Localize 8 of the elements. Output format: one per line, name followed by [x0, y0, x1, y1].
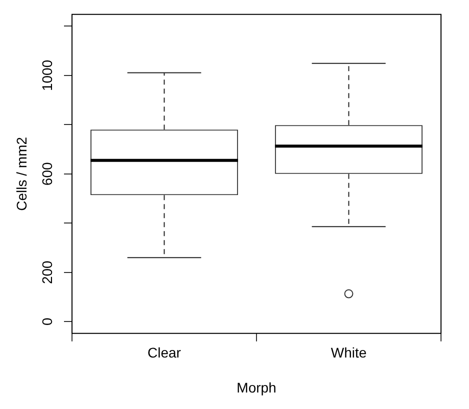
y-tick-label: 600 — [38, 162, 55, 186]
x-tick-label: White — [330, 344, 367, 361]
y-axis-title: Cells / mm2 — [13, 136, 30, 211]
y-tick-label: 0 — [38, 317, 55, 326]
y-tick-label: 200 — [38, 260, 55, 284]
x-tick-label: Clear — [148, 344, 182, 361]
x-axis-title: Morph — [236, 379, 276, 396]
y-tick-label: 1000 — [38, 60, 55, 92]
